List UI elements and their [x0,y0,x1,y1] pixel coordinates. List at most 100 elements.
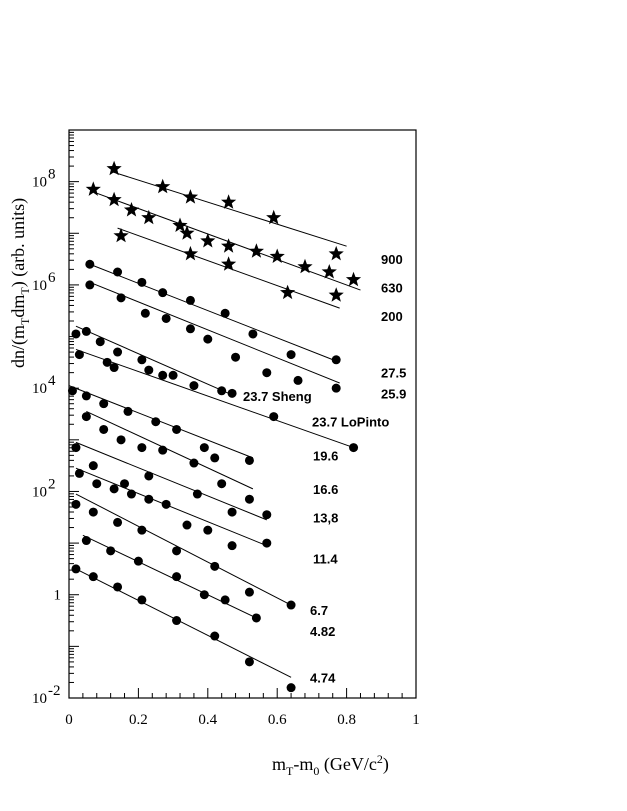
data-point [203,334,213,344]
series-label: 25.9 [381,386,406,401]
data-point [137,277,147,287]
y-tick-label: 10 [32,175,47,191]
data-point [137,525,147,535]
data-point [217,386,227,396]
data-point [248,329,258,339]
data-point [81,412,91,422]
series-label: 4.82 [310,624,335,639]
data-point [262,368,272,378]
data-point-star [106,191,122,207]
data-point [92,479,102,489]
data-point [262,538,272,548]
x-tick-label: 1 [412,712,420,728]
data-point-star [345,271,362,287]
y-tick-exponent: 8 [48,167,56,183]
fit-line [117,227,340,309]
data-point [85,280,95,290]
data-point [116,435,126,445]
data-point [244,494,254,504]
data-point [113,347,123,357]
y-tick-label: 10 [32,381,47,397]
fit-line [75,467,267,547]
data-point [123,406,133,416]
data-point [106,546,116,556]
x-axis-title: mT-m0 (GeV/c2) [272,752,389,778]
data-point [217,479,227,489]
fit-line [68,385,254,459]
data-point [251,613,261,623]
series-label: 11.4 [313,552,338,567]
data-point-star [248,243,264,258]
data-point [133,556,143,566]
data-point [227,388,237,398]
data-point-star [328,245,344,261]
data-point [286,350,296,360]
data-point-star [321,264,337,279]
data-point [161,313,171,323]
series-label: 4.74 [310,670,336,685]
data-point [172,572,182,582]
data-point [244,657,254,667]
data-point [199,443,209,453]
data-point [182,520,192,530]
data-point [126,489,136,499]
data-point [286,600,296,610]
data-point-star [200,233,216,248]
data-point [71,329,81,339]
data-point [203,525,213,535]
fit-line [75,568,292,678]
fit-line [75,441,267,521]
fit-line [75,348,354,449]
y-tick-exponent: 4 [48,373,56,389]
series-label: 200 [381,309,403,324]
data-point [151,417,161,427]
fit-line [110,170,347,247]
data-point [144,365,154,375]
series-label: 630 [381,280,403,295]
data-point [227,507,237,517]
data-point [349,443,359,453]
data-point [109,484,119,494]
data-point [137,443,147,453]
data-point-star [221,238,237,253]
x-tick-label: 0.2 [129,712,148,728]
data-point [172,616,182,626]
data-point-star [141,209,157,225]
data-point [137,595,147,605]
y-tick-label: 10 [32,278,47,294]
data-point [185,295,195,305]
fit-line [89,263,340,363]
y-axis-title: dn/(mTdmT) (arb. units) [8,198,32,368]
series-label: 19.6 [313,448,338,463]
y-tick-label: 1 [54,588,62,604]
data-point [189,381,199,391]
data-point-star [172,217,188,232]
data-point [71,443,81,453]
data-point [210,453,220,463]
y-tick-exponent: -2 [48,683,61,699]
data-point [189,458,199,468]
data-point [220,308,230,318]
series-label: 16.6 [313,482,338,497]
data-point [185,324,195,334]
data-point [88,507,98,517]
data-point [81,536,91,546]
data-point [244,587,254,597]
data-point [172,424,182,434]
data-point [95,337,105,347]
data-point-star [280,284,296,300]
data-point [210,631,220,641]
data-point [227,541,237,551]
data-point [144,471,154,481]
data-point-star [106,160,122,176]
data-point-star [221,194,237,209]
data-point-star [155,178,171,194]
data-point [199,590,209,600]
data-point [210,561,220,571]
data-point [81,326,91,336]
data-point-star [297,258,313,274]
data-point [116,293,126,303]
data-point-star [221,256,237,271]
